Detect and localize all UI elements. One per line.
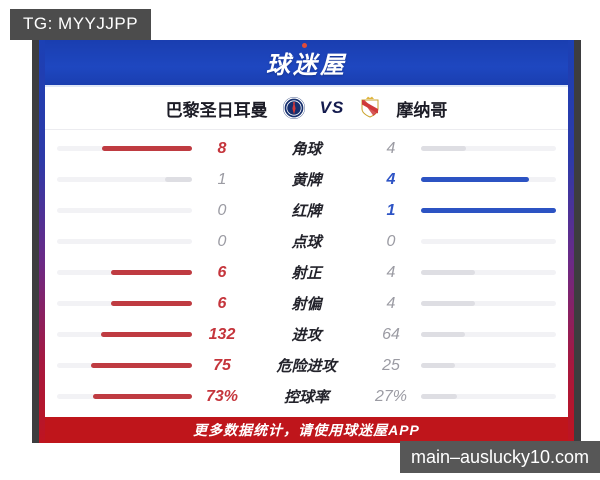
home-stat-bar: [57, 332, 192, 337]
away-stat-value: 64: [382, 325, 400, 343]
home-stat-bar: [57, 146, 192, 151]
away-stat-value: 4: [386, 294, 396, 312]
stat-row: 0 点球 0: [45, 226, 568, 257]
away-stat-bar: [421, 239, 556, 244]
stats-list: 8 角球 4 1 黄牌 4 0 红牌 1: [45, 130, 568, 417]
away-stat-value: 4: [386, 263, 396, 281]
stats-card: 球迷屋 巴黎圣日耳曼 VS: [32, 40, 581, 443]
home-stat-bar-fill: [111, 301, 192, 306]
home-stat-bar-fill: [90, 363, 192, 368]
tg-watermark: TG: MYYJJPP: [10, 9, 152, 40]
stat-row: 75 危险进攻 25: [45, 350, 568, 381]
away-stat-bar: [421, 270, 556, 275]
home-stat-bar: [57, 239, 192, 244]
away-stat-bar-fill: [421, 363, 455, 368]
away-stat-bar: [421, 177, 556, 182]
card-right-shadow: [574, 40, 581, 443]
card-header: 球迷屋: [45, 40, 568, 87]
home-stat-value: 75: [213, 356, 231, 374]
away-stat-value: 1: [386, 201, 396, 219]
home-stat-value: 0: [217, 232, 227, 250]
card-right-border: [568, 40, 574, 443]
home-stat-bar: [57, 301, 192, 306]
stat-label: 进攻: [291, 327, 322, 344]
away-stat-bar: [421, 394, 556, 399]
home-stat-value: 73%: [205, 387, 239, 405]
away-stat-bar-fill: [421, 394, 458, 399]
card-left-shadow: [32, 40, 39, 443]
away-stat-value: 0: [386, 232, 396, 250]
home-stat-value: 0: [217, 201, 227, 219]
stat-row: 132 进攻 64: [45, 319, 568, 350]
home-stat-value: 6: [217, 263, 227, 281]
away-stat-value: 27%: [374, 387, 408, 405]
stat-label: 点球: [291, 234, 322, 251]
home-stat-bar-fill: [93, 394, 192, 399]
home-stat-bar-fill: [111, 270, 192, 275]
stat-row: 73% 控球率 27%: [45, 381, 568, 412]
away-stat-bar-fill: [421, 270, 475, 275]
home-stat-value: 1: [217, 170, 227, 188]
home-stat-bar-fill: [101, 332, 192, 337]
stat-label: 射正: [291, 265, 322, 282]
footer-promo-text: 更多数据统计，请使用球迷屋APP: [193, 422, 420, 438]
stat-label: 射偏: [291, 296, 322, 313]
card-body: 球迷屋 巴黎圣日耳曼 VS: [45, 40, 568, 443]
home-stat-value: 132: [208, 325, 236, 343]
stat-row: 8 角球 4: [45, 133, 568, 164]
away-stat-bar-fill: [421, 301, 475, 306]
home-stat-value: 8: [217, 139, 227, 157]
away-stat-value: 4: [386, 139, 396, 157]
away-stat-bar: [421, 332, 556, 337]
stat-label: 控球率: [283, 389, 329, 406]
away-stat-bar-fill: [421, 146, 466, 151]
stat-row: 0 红牌 1: [45, 195, 568, 226]
away-stat-value: 4: [386, 170, 396, 188]
psg-badge-icon: [282, 95, 306, 121]
monaco-badge-icon: [358, 95, 382, 121]
home-stat-bar: [57, 394, 192, 399]
card-footer: 更多数据统计，请使用球迷屋APP: [45, 417, 568, 443]
away-stat-bar: [421, 363, 556, 368]
home-stat-bar: [57, 363, 192, 368]
home-stat-bar: [57, 270, 192, 275]
stat-row: 6 射正 4: [45, 257, 568, 288]
stat-label: 黄牌: [291, 172, 322, 189]
home-stat-bar-fill: [102, 146, 192, 151]
away-stat-bar: [421, 208, 556, 213]
home-stat-bar-fill: [165, 177, 192, 182]
site-url-watermark: main–auslucky10.com: [400, 441, 600, 473]
away-team-name: 摩纳哥: [396, 100, 448, 120]
stat-label: 危险进攻: [276, 358, 337, 375]
away-stat-bar-fill: [421, 177, 529, 182]
away-stat-value: 25: [382, 356, 400, 374]
stat-row: 1 黄牌 4: [45, 164, 568, 195]
home-stat-bar: [57, 177, 192, 182]
teams-row: 巴黎圣日耳曼 VS 摩纳哥: [45, 87, 568, 130]
home-team-name: 巴黎圣日耳曼: [165, 100, 268, 120]
away-stat-bar: [421, 301, 556, 306]
vs-label: VS: [319, 98, 345, 117]
away-stat-bar: [421, 146, 556, 151]
away-stat-bar-fill: [421, 208, 556, 213]
home-stat-bar: [57, 208, 192, 213]
stat-row: 6 射偏 4: [45, 288, 568, 319]
home-stat-value: 6: [217, 294, 227, 312]
away-stat-bar-fill: [421, 332, 466, 337]
app-logo: 球迷屋: [266, 43, 347, 80]
card-left-border: [39, 40, 45, 443]
stat-label: 红牌: [291, 203, 322, 220]
stat-label: 角球: [291, 141, 322, 158]
